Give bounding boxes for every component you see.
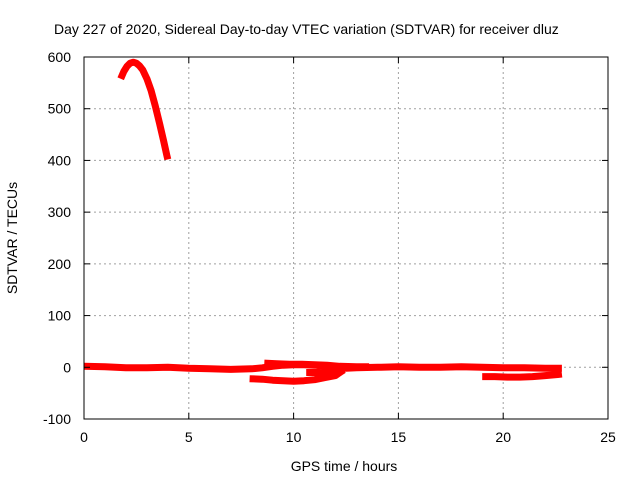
y-tick-label: 500	[48, 101, 72, 117]
y-tick-label: 100	[48, 308, 72, 324]
x-tick-label: 20	[495, 429, 511, 445]
series-line-4	[264, 359, 370, 371]
y-tick-label: 600	[48, 49, 72, 65]
series-line-5	[482, 370, 563, 381]
series-line-6	[306, 368, 343, 377]
x-tick-label: 10	[286, 429, 302, 445]
x-tick-label: 15	[391, 429, 407, 445]
ticks: 0 5 10 15 20 25 -100 0 100 200 300 400 500 600	[43, 49, 616, 445]
y-axis-label: SDTVAR / TECUs	[4, 182, 20, 294]
y-tick-label: 200	[48, 256, 72, 272]
y-tick-label: -100	[43, 411, 71, 427]
x-axis-label: GPS time / hours	[291, 458, 398, 474]
y-tick-label: 0	[63, 359, 71, 375]
plot-frame	[83, 56, 609, 420]
series-line-1	[117, 58, 172, 161]
data-series	[83, 58, 563, 385]
chart-title: Day 227 of 2020, Sidereal Day-to-day VTE…	[54, 21, 559, 37]
x-tick-label: 25	[600, 429, 616, 445]
x-tick-label: 0	[80, 429, 88, 445]
x-tick-label: 5	[185, 429, 193, 445]
y-tick-label: 400	[48, 152, 72, 168]
y-tick-label: 300	[48, 204, 72, 220]
